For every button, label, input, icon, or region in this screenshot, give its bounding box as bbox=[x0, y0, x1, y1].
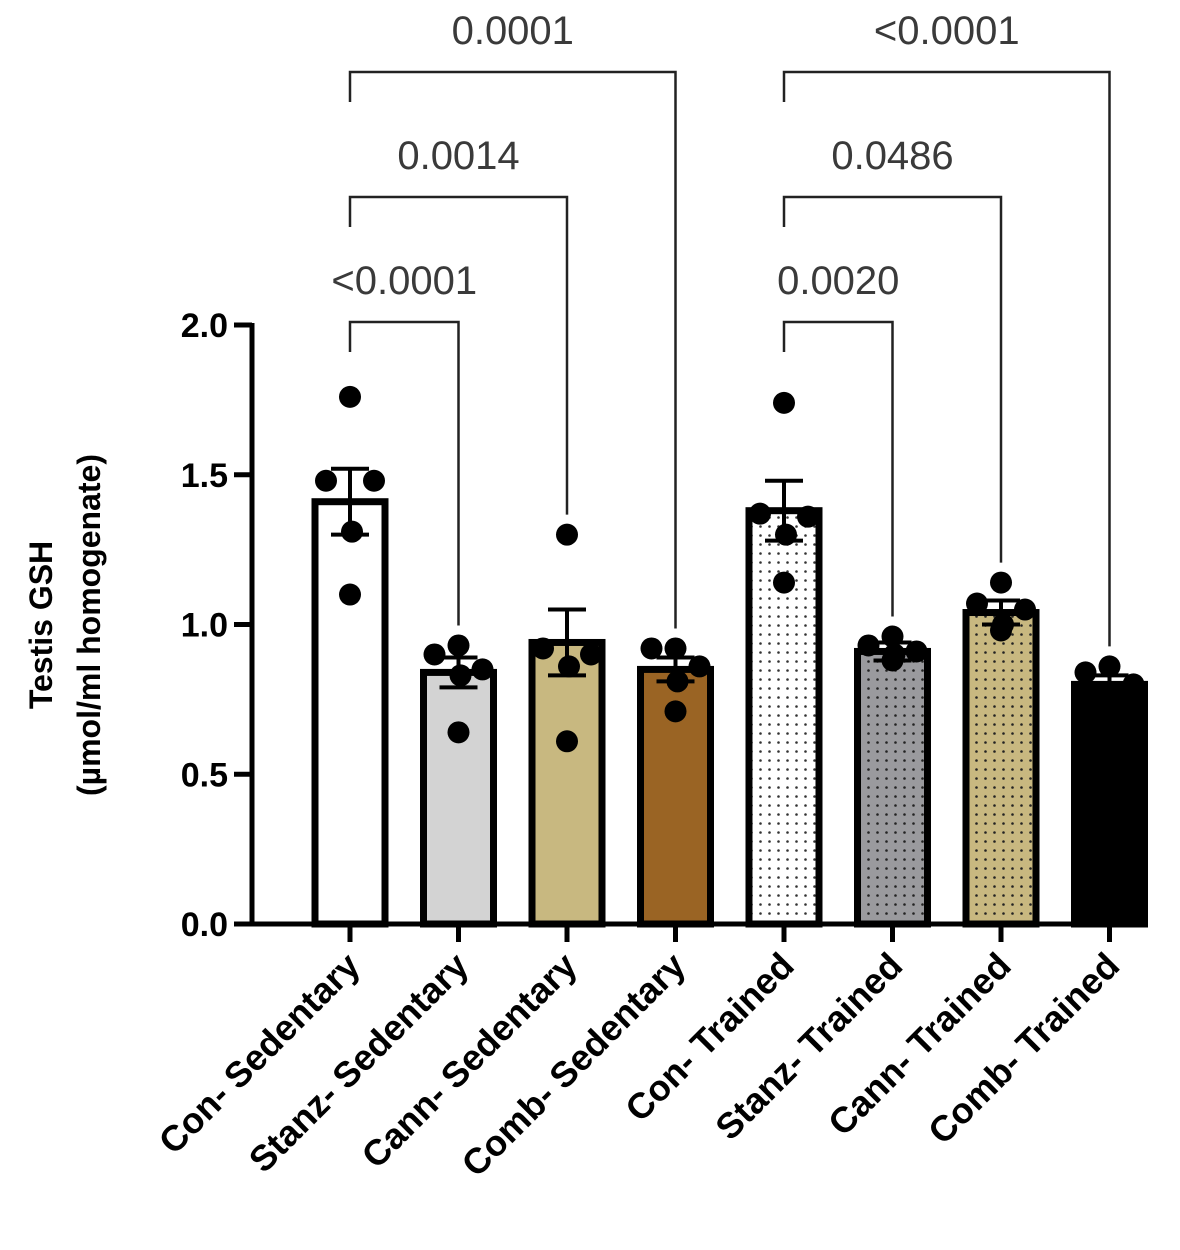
significance-brackets: <0.0001 0.0014 0.0001 0.0020 0.0486 <0.0001 bbox=[331, 9, 1111, 647]
x-category-label: Comb- Trained bbox=[920, 945, 1127, 1152]
data-point bbox=[556, 730, 578, 753]
data-point bbox=[1098, 655, 1121, 678]
bar-7 bbox=[962, 609, 1040, 928]
data-point bbox=[447, 721, 470, 744]
data-point bbox=[775, 523, 797, 546]
data-point bbox=[773, 391, 795, 414]
p-value-label: 0.0020 bbox=[777, 259, 899, 303]
data-point bbox=[666, 670, 689, 693]
data-point bbox=[1074, 661, 1097, 684]
axes: 0.0 0.5 1.0 1.5 2.0 bbox=[181, 307, 1145, 944]
data-point bbox=[905, 640, 928, 663]
data-point bbox=[423, 643, 446, 666]
bracket-line bbox=[348, 320, 460, 626]
bracket-line bbox=[782, 70, 1111, 647]
data-point bbox=[363, 469, 385, 492]
data-point bbox=[990, 571, 1012, 594]
data-point bbox=[640, 637, 663, 660]
data-point bbox=[749, 502, 771, 525]
bracket-line bbox=[782, 195, 1003, 563]
x-category-label: Con- Sedentary bbox=[151, 945, 368, 1162]
bar-1 bbox=[311, 498, 389, 928]
p-value-label: 0.0014 bbox=[397, 134, 519, 178]
data-point bbox=[966, 592, 988, 615]
data-point bbox=[532, 637, 554, 660]
bracket-line bbox=[782, 320, 894, 617]
data-point bbox=[881, 649, 904, 672]
data-point bbox=[797, 505, 819, 528]
significance-bracket-3: 0.0001 bbox=[348, 9, 677, 629]
data-point bbox=[664, 700, 687, 723]
data-point bbox=[471, 658, 494, 681]
data-point bbox=[339, 385, 361, 408]
significance-bracket-5: 0.0486 bbox=[782, 134, 1003, 563]
data-point bbox=[688, 655, 711, 678]
data-point bbox=[1122, 673, 1145, 696]
data-point bbox=[556, 523, 578, 546]
y-tick-label: 2.0 bbox=[181, 307, 228, 345]
significance-bracket-6: <0.0001 bbox=[782, 9, 1111, 647]
data-point bbox=[881, 625, 904, 648]
bar-3 bbox=[528, 638, 606, 928]
y-tick-label: 0.0 bbox=[181, 906, 228, 944]
y-tick-label: 1.5 bbox=[181, 457, 228, 495]
data-point bbox=[341, 520, 363, 543]
data-points bbox=[315, 385, 1145, 753]
p-value-label: 0.0486 bbox=[831, 134, 953, 178]
data-point bbox=[1098, 694, 1121, 717]
bar-8 bbox=[1071, 680, 1148, 928]
bars bbox=[311, 498, 1148, 928]
y-axis-label-line1: Testis GSH bbox=[23, 541, 59, 709]
p-value-label: <0.0001 bbox=[331, 259, 477, 303]
x-category-label: Cann- Trained bbox=[820, 945, 1019, 1144]
y-axis-label-line2: (µmol/ml homogenate) bbox=[71, 454, 107, 796]
bracket-line bbox=[348, 70, 677, 629]
y-axis-label: Testis GSH (µmol/ml homogenate) bbox=[23, 454, 107, 796]
data-point bbox=[315, 469, 337, 492]
data-point bbox=[990, 619, 1012, 642]
p-value-label: 0.0001 bbox=[452, 9, 574, 53]
significance-bracket-1: <0.0001 bbox=[331, 259, 477, 626]
data-point bbox=[449, 664, 472, 687]
data-point bbox=[773, 571, 795, 594]
data-point bbox=[664, 637, 687, 660]
significance-bracket-2: 0.0014 bbox=[348, 134, 569, 515]
p-value-label: <0.0001 bbox=[874, 9, 1020, 53]
data-point bbox=[447, 634, 470, 657]
data-point bbox=[558, 655, 580, 678]
bar-2 bbox=[420, 668, 497, 928]
significance-bracket-4: 0.0020 bbox=[777, 259, 899, 617]
y-tick-label: 1.0 bbox=[181, 607, 228, 645]
data-point bbox=[1014, 598, 1036, 621]
y-tick-label: 0.5 bbox=[181, 756, 228, 794]
x-category-label: Stanz- Trained bbox=[707, 945, 910, 1148]
data-point bbox=[580, 643, 602, 666]
data-point bbox=[339, 583, 361, 606]
data-point bbox=[857, 634, 880, 657]
bar-6 bbox=[854, 647, 931, 928]
bracket-line bbox=[348, 195, 569, 515]
